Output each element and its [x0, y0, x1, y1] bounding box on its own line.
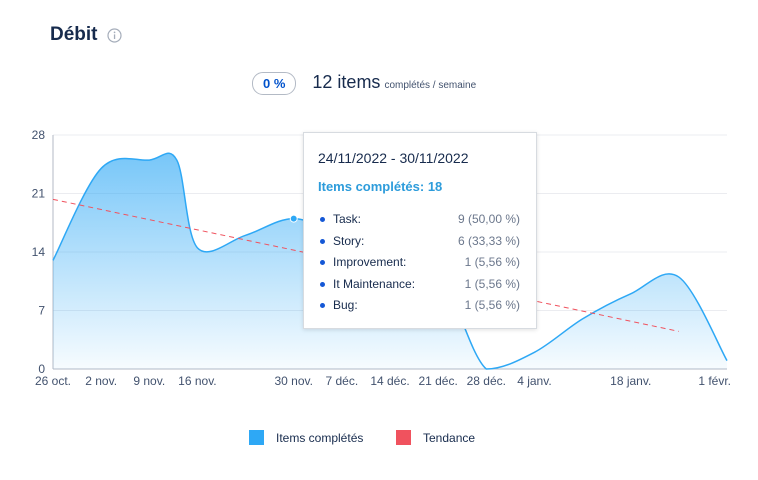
legend-label: Items complétés	[276, 430, 364, 445]
tooltip-row-label: Story:	[333, 234, 365, 248]
bullet-dot-icon	[320, 239, 325, 244]
tooltip-row-value: 6 (33,33 %)	[457, 234, 520, 248]
chart-tooltip: 24/11/2022 - 30/11/2022 Items complétés:…	[303, 132, 537, 329]
tooltip-row: Task: 9 (50,00 %)	[318, 212, 522, 228]
x-tick-label: 30 nov.	[274, 374, 312, 388]
tooltip-row-value: 1 (5,56 %)	[464, 298, 520, 312]
x-tick-label: 26 oct.	[35, 374, 71, 388]
tooltip-row: Story: 6 (33,33 %)	[318, 234, 522, 250]
tooltip-row-label: Bug:	[333, 298, 358, 312]
legend-swatch	[396, 430, 411, 445]
x-tick-label: 21 déc.	[418, 374, 457, 388]
x-tick-label: 4 janv.	[517, 374, 551, 388]
x-tick-label: 18 janv.	[610, 374, 651, 388]
legend-swatch	[249, 430, 264, 445]
x-tick-label: 2 nov.	[85, 374, 117, 388]
x-tick-label: 1 févr.	[698, 374, 731, 388]
legend-item-tendance[interactable]: Tendance	[396, 430, 475, 445]
y-tick-label: 28	[32, 128, 46, 142]
tooltip-row-label: Improvement:	[333, 255, 407, 269]
tooltip-row-value: 9 (50,00 %)	[457, 212, 520, 226]
items-count: 12 items	[312, 72, 381, 92]
tooltip-date-range: 24/11/2022 - 30/11/2022	[318, 150, 469, 166]
tooltip-row-label: Task:	[333, 212, 362, 226]
y-tick-label: 21	[32, 187, 46, 201]
tooltip-total: Items complétés: 18	[318, 179, 443, 194]
x-tick-label: 28 déc.	[467, 374, 506, 388]
bullet-dot-icon	[320, 303, 325, 308]
x-tick-label: 16 nov.	[178, 374, 216, 388]
chart-header: Débit	[50, 24, 122, 46]
bullet-dot-icon	[320, 260, 325, 265]
x-tick-label: 7 déc.	[326, 374, 359, 388]
tooltip-row-label: It Maintenance:	[333, 277, 416, 291]
percent-badge: 0 %	[252, 72, 297, 95]
legend-label: Tendance	[423, 430, 476, 445]
hover-point-marker	[289, 214, 298, 223]
tooltip-row: Bug: 1 (5,56 %)	[318, 298, 522, 314]
bullet-dot-icon	[320, 217, 325, 222]
items-unit: complétés / semaine	[384, 80, 477, 91]
chart-title: Débit	[50, 24, 98, 45]
info-circle-icon[interactable]	[106, 27, 122, 43]
bullet-dot-icon	[320, 282, 325, 287]
x-tick-label: 14 déc.	[370, 374, 409, 388]
y-tick-label: 0	[38, 362, 45, 376]
tooltip-row-value: 1 (5,56 %)	[464, 255, 520, 269]
y-tick-label: 7	[38, 304, 45, 318]
legend-item-items-completes[interactable]: Items complétés	[249, 430, 363, 445]
throughput-summary: 0 % 12 items complétés / semaine	[252, 72, 476, 95]
x-tick-label: 9 nov.	[133, 374, 165, 388]
tooltip-row-value: 1 (5,56 %)	[464, 277, 520, 291]
y-tick-label: 14	[32, 245, 46, 259]
tooltip-row: It Maintenance: 1 (5,56 %)	[318, 277, 522, 293]
tooltip-row: Improvement: 1 (5,56 %)	[318, 255, 522, 271]
